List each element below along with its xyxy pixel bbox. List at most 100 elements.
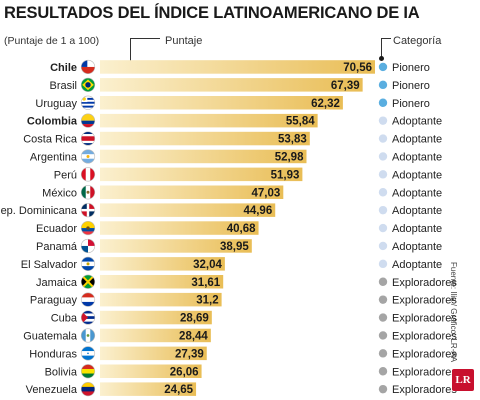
country-label: México <box>42 187 77 199</box>
country-label: Bolivia <box>45 366 78 378</box>
category-label: Pionero <box>392 80 430 92</box>
flag-brazil-icon <box>80 77 96 92</box>
category-dot <box>378 223 388 233</box>
category-label: Adoptante <box>392 205 442 217</box>
flag-dominican-republic-icon <box>80 203 96 218</box>
bar <box>100 113 318 128</box>
chart-row: Cuba 28,69 Exploradores <box>51 310 457 325</box>
category-label: Pionero <box>392 98 430 110</box>
bar <box>100 149 307 164</box>
value-label: 38,95 <box>220 241 249 253</box>
chart-row: Colombia 55,84 Adoptante <box>27 113 442 128</box>
category-dot <box>378 241 388 251</box>
flag-el-salvador-icon <box>80 256 96 271</box>
bar <box>100 131 310 146</box>
bar <box>100 310 212 325</box>
category-label: Adoptante <box>392 169 442 181</box>
category-dot <box>378 188 388 197</box>
category-label: Adoptante <box>392 134 442 146</box>
category-label: Adoptante <box>392 116 442 128</box>
category-dot <box>378 259 388 269</box>
flag-colombia-icon <box>80 113 96 128</box>
flag-bolivia-icon <box>80 364 96 379</box>
chart-row: Guatemala 28,44 Exploradores <box>23 328 457 343</box>
chart-row: Jamaica 31,61 Exploradores <box>36 274 457 289</box>
flag-mexico-icon <box>80 185 96 200</box>
chart-row: Rep. Dominicana 44,96 Adoptante <box>0 203 442 218</box>
value-label: 52,98 <box>275 151 304 163</box>
category-label: Adoptante <box>392 187 442 199</box>
category-dot <box>378 134 388 143</box>
chart-row: Costa Rica 53,83 Adoptante <box>23 131 442 146</box>
chart-row: Brasil 67,39 Pionero <box>49 77 430 92</box>
category-dot <box>378 98 388 107</box>
category-label: Exploradores <box>392 313 457 325</box>
value-label: 28,44 <box>179 330 208 342</box>
country-label: Brasil <box>49 80 77 92</box>
category-dot <box>378 384 388 394</box>
chart-title: RESULTADOS DEL ÍNDICE LATINOAMERICANO DE… <box>4 4 420 22</box>
country-label: Ecuador <box>36 223 77 235</box>
category-dot <box>378 313 388 322</box>
category-dot <box>378 277 388 286</box>
category-dot <box>378 205 388 215</box>
country-label: Colombia <box>27 116 78 128</box>
bar <box>100 328 211 343</box>
flag-peru-icon <box>80 167 96 182</box>
category-label: Exploradores <box>392 384 457 396</box>
flag-guatemala-icon <box>80 328 96 343</box>
value-label: 55,84 <box>286 116 315 128</box>
bar <box>100 257 225 271</box>
bar <box>100 203 276 217</box>
score-header: Puntaje <box>165 35 203 47</box>
lr-logo: LR <box>452 369 474 391</box>
value-label: 40,68 <box>227 223 256 235</box>
bar <box>100 292 222 307</box>
chart-row: El Salvador 32,04 Adoptante <box>21 256 442 271</box>
category-dot <box>378 62 388 72</box>
country-label: El Salvador <box>21 259 78 271</box>
category-label: Exploradores <box>392 277 457 289</box>
category-label: Exploradores <box>392 330 457 342</box>
chart-row: Venezuela 24,65 Exploradores <box>26 382 457 397</box>
chart-row: Ecuador 40,68 Adoptante <box>36 220 442 236</box>
chart-row: Uruguay 62,32 Pionero <box>35 95 430 110</box>
value-label: 31,2 <box>196 295 218 307</box>
value-label: 26,06 <box>170 366 199 378</box>
category-label: Exploradores <box>392 366 457 378</box>
value-label: 44,96 <box>243 205 272 217</box>
chart-row: Chile 70,56 Pionero <box>50 59 430 75</box>
bar <box>100 382 197 396</box>
category-dot <box>378 367 388 376</box>
country-label: Paraguay <box>30 295 78 307</box>
country-label: Argentina <box>30 151 78 163</box>
score-callout-line <box>130 38 160 66</box>
category-dot <box>378 80 388 90</box>
category-label: Adoptante <box>392 241 442 253</box>
country-label: Rep. Dominicana <box>0 205 78 217</box>
chart-row: Bolivia 26,06 Exploradores <box>45 364 457 379</box>
bar <box>100 185 284 199</box>
value-label: 62,32 <box>311 98 340 110</box>
chart-subtitle: (Puntaje de 1 a 100) <box>4 35 100 47</box>
flag-costa-rica-icon <box>80 131 96 146</box>
flag-panama-icon <box>80 238 96 254</box>
flag-jamaica-icon <box>80 274 96 289</box>
value-label: 24,65 <box>164 384 193 396</box>
country-label: Honduras <box>29 348 77 360</box>
category-dot <box>378 152 388 161</box>
category-header: Categoría <box>393 35 442 47</box>
bar <box>100 96 343 110</box>
chart-row: Honduras 27,39 Exploradores <box>29 346 457 361</box>
country-label: Perú <box>54 169 77 181</box>
country-label: Cuba <box>51 313 78 325</box>
chart-row: Panamá 38,95 Adoptante <box>36 238 442 254</box>
value-label: 67,39 <box>331 80 360 92</box>
flag-uruguay-icon <box>80 95 96 110</box>
value-label: 32,04 <box>193 259 222 271</box>
flag-honduras-icon <box>80 346 96 361</box>
value-label: 70,56 <box>343 62 372 74</box>
bar <box>100 364 202 378</box>
bar <box>100 275 224 289</box>
